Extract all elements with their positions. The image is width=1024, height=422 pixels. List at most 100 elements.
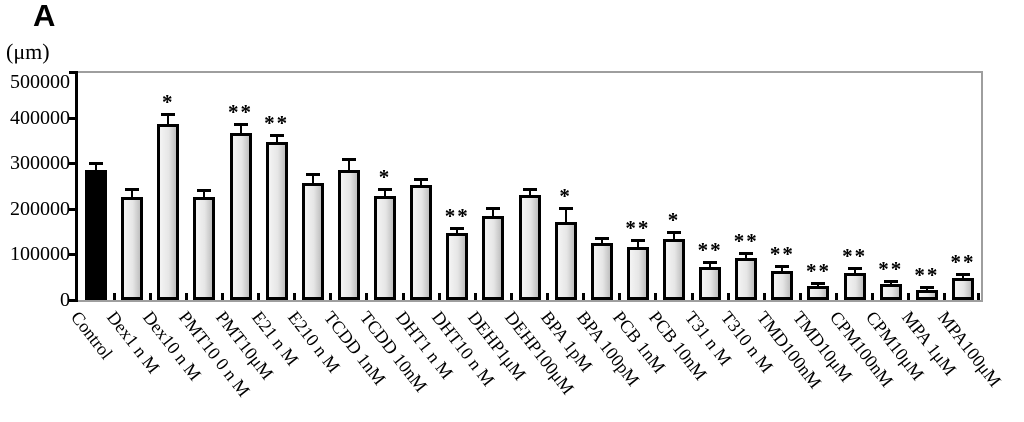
bar (699, 267, 722, 300)
y-axis-tick (69, 116, 78, 120)
bar (482, 216, 505, 300)
x-axis-tick (509, 293, 513, 300)
error-bar-cap (666, 230, 681, 234)
error-bar (817, 283, 820, 290)
x-axis-tick (365, 293, 369, 300)
y-axis-tick (69, 71, 78, 74)
error-bar (420, 179, 423, 189)
error-bar (889, 281, 892, 288)
error-bar-cap (89, 162, 104, 166)
error-bar (456, 229, 459, 236)
error-bar-cap (341, 158, 356, 161)
error-bar (709, 263, 712, 271)
bar (337, 170, 360, 300)
bar (518, 195, 541, 300)
error-bar (347, 160, 350, 174)
bar (554, 222, 577, 300)
error-bar (853, 269, 856, 276)
x-axis-tick (798, 293, 802, 300)
bar (193, 196, 216, 300)
bar (771, 270, 794, 300)
x-axis-tick (726, 293, 730, 300)
error-bar (167, 115, 170, 128)
significance-marker: * (667, 207, 681, 232)
error-bar-cap (233, 122, 248, 126)
error-bar (131, 190, 134, 200)
x-axis-tick (329, 293, 333, 300)
error-bar-cap (414, 177, 429, 181)
bar (410, 185, 433, 300)
x-axis-tick (220, 293, 224, 300)
x-axis-tick (654, 293, 658, 300)
x-axis-tick (184, 293, 188, 300)
error-bar (672, 232, 675, 242)
error-bar-cap (955, 273, 970, 277)
bar (843, 272, 866, 300)
bar (951, 278, 974, 300)
x-axis-tick (582, 293, 586, 300)
significance-marker: ** (264, 110, 290, 135)
error-bar-cap (919, 286, 934, 290)
x-axis-tick (148, 293, 152, 300)
bar (301, 182, 324, 300)
error-bar-cap (450, 227, 465, 231)
x-axis-tick (401, 293, 405, 300)
y-tick-label: 500000 (10, 71, 70, 93)
error-bar-cap (594, 236, 609, 240)
x-axis-tick (835, 293, 839, 300)
bar (265, 141, 288, 300)
error-bar-cap (558, 207, 573, 211)
bar (229, 133, 252, 300)
bar (735, 258, 758, 300)
panel-label: A (33, 0, 56, 33)
y-axis-tick (69, 162, 78, 166)
x-axis-tick (871, 293, 875, 300)
significance-marker: ** (769, 241, 795, 266)
x-axis-tick (943, 293, 947, 300)
significance-marker: ** (228, 99, 254, 124)
significance-marker: ** (805, 258, 831, 283)
significance-marker: * (162, 90, 175, 115)
significance-marker: ** (842, 244, 868, 269)
error-bar (636, 240, 639, 251)
bar (121, 196, 144, 300)
error-bar-cap (269, 133, 284, 137)
error-bar (203, 191, 206, 200)
bar (85, 170, 108, 300)
error-bar (781, 266, 784, 274)
x-axis-tick (762, 293, 766, 300)
y-tick-label: 100000 (10, 243, 70, 266)
bar (446, 232, 469, 300)
y-tick-label: 300000 (10, 152, 70, 175)
error-bar-cap (739, 252, 754, 256)
error-bar-cap (630, 238, 645, 242)
x-axis-tick (473, 293, 477, 300)
significance-marker: * (378, 165, 392, 190)
bar (374, 196, 397, 300)
x-axis-tick (690, 293, 694, 300)
x-axis-tick (293, 293, 297, 300)
y-axis-tick (69, 299, 78, 302)
error-bar (745, 254, 748, 262)
error-bar-cap (161, 113, 176, 117)
x-axis-tick (618, 293, 622, 300)
bar (662, 238, 685, 300)
error-bar-cap (847, 267, 862, 271)
bar (626, 247, 649, 300)
significance-marker: ** (697, 238, 723, 263)
error-bar (961, 275, 964, 282)
plot-frame-right (981, 71, 983, 302)
error-bar-cap (883, 279, 898, 283)
error-bar (275, 135, 278, 145)
error-bar (528, 189, 531, 199)
error-bar (564, 209, 567, 226)
bar (157, 124, 180, 300)
significance-marker: ** (625, 215, 651, 240)
error-bar-cap (486, 207, 501, 211)
y-axis-line (75, 71, 78, 302)
error-bar (925, 288, 928, 293)
error-bar-cap (703, 261, 718, 265)
y-tick-label: 0 (60, 289, 70, 311)
y-tick-label: 400000 (10, 106, 70, 129)
